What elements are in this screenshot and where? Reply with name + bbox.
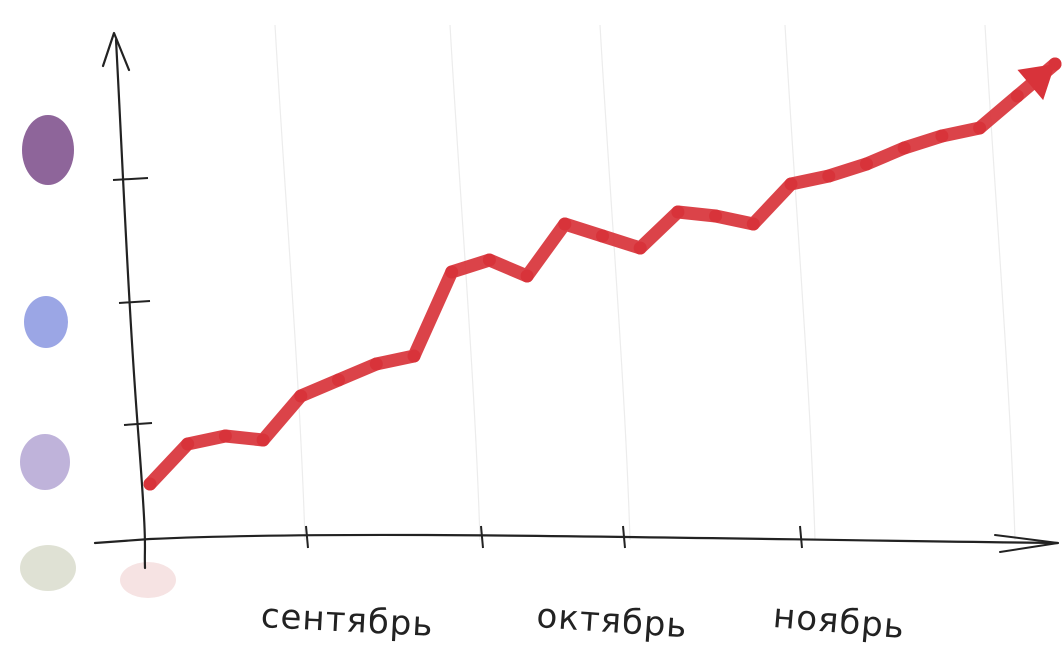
data-point bbox=[332, 374, 345, 387]
grid-line-1 bbox=[450, 25, 480, 540]
data-point bbox=[596, 230, 609, 243]
data-point bbox=[634, 242, 647, 255]
data-point bbox=[671, 206, 684, 219]
data-point bbox=[294, 390, 307, 403]
data-point bbox=[181, 438, 194, 451]
series-line-0 bbox=[150, 64, 1055, 484]
axis-ticks bbox=[113, 178, 802, 548]
data-point bbox=[445, 266, 458, 279]
grid-line-3 bbox=[785, 25, 815, 540]
data-point bbox=[144, 478, 157, 491]
y-axis bbox=[116, 40, 145, 568]
data-point bbox=[257, 434, 270, 447]
grid-lines bbox=[275, 25, 1015, 540]
data-point bbox=[860, 158, 873, 171]
color-swatch-column bbox=[20, 115, 176, 598]
data-point bbox=[408, 350, 421, 363]
color-swatch-1 bbox=[24, 296, 68, 348]
data-point bbox=[973, 122, 986, 135]
color-swatch-2 bbox=[20, 434, 70, 490]
y-tick-2 bbox=[124, 423, 152, 425]
data-point bbox=[558, 218, 571, 231]
axes bbox=[95, 33, 1058, 568]
x-tick-0 bbox=[306, 526, 308, 548]
x-tick-1 bbox=[481, 526, 483, 548]
data-point bbox=[370, 358, 383, 371]
data-point bbox=[898, 142, 911, 155]
data-point bbox=[935, 130, 948, 143]
data-point bbox=[1011, 90, 1024, 103]
y-tick-1 bbox=[119, 301, 150, 303]
data-point bbox=[785, 178, 798, 191]
grid-line-2 bbox=[600, 25, 630, 540]
color-swatch-3 bbox=[20, 545, 76, 591]
color-swatch-4 bbox=[120, 562, 176, 598]
x-tick-3 bbox=[800, 526, 802, 548]
data-point bbox=[822, 170, 835, 183]
data-point bbox=[521, 270, 534, 283]
x-axis bbox=[95, 535, 1058, 543]
y-tick-0 bbox=[113, 178, 148, 180]
x-tick-2 bbox=[623, 526, 625, 548]
data-point bbox=[709, 210, 722, 223]
data-point bbox=[747, 218, 760, 231]
grid-line-0 bbox=[275, 25, 305, 540]
data-point bbox=[219, 430, 232, 443]
data-point bbox=[483, 254, 496, 267]
color-swatch-0 bbox=[22, 115, 74, 185]
